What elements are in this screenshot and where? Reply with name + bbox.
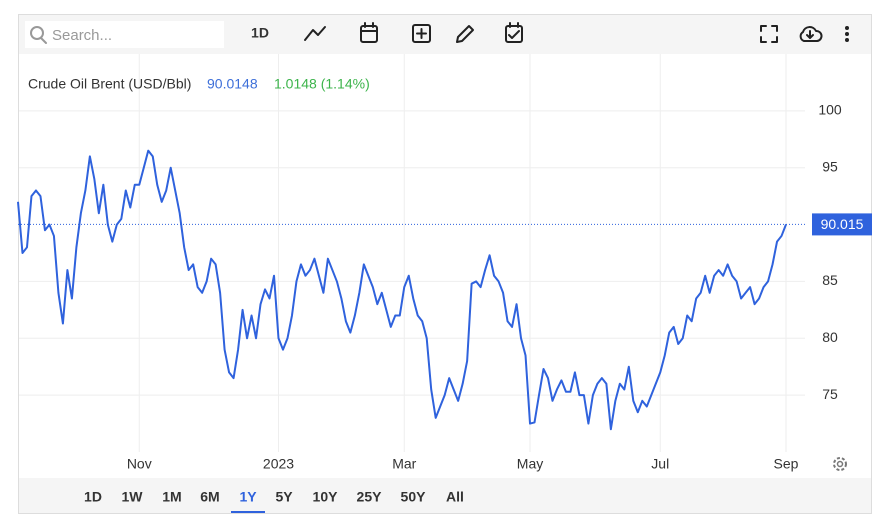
y-tick-label: 85 [822, 272, 838, 288]
range-button[interactable]: 25Y [357, 489, 383, 505]
x-tick-label: Jul [651, 456, 669, 472]
legend-change: 1.0148 (1.14%) [274, 76, 370, 92]
chart-type-icon[interactable] [304, 26, 326, 41]
range-bar [19, 478, 871, 513]
draw-icon[interactable] [456, 25, 474, 43]
menu-icon[interactable] [845, 26, 849, 42]
last-price-label: 90.015 [821, 216, 864, 232]
search-placeholder[interactable]: Search... [52, 27, 112, 44]
x-tick-label: May [517, 456, 543, 472]
price-line [17, 149, 787, 431]
last-price-badge [812, 213, 872, 236]
range-button[interactable]: 5Y [275, 489, 293, 505]
interval-button[interactable]: 1D [251, 25, 269, 41]
y-tick-label: 80 [822, 329, 838, 345]
range-button[interactable]: 1W [122, 489, 144, 505]
range-button[interactable]: 50Y [401, 489, 427, 505]
range-button[interactable]: 10Y [313, 489, 339, 505]
y-tick-label: 100 [818, 102, 842, 118]
search-icon [30, 26, 44, 40]
range-button[interactable]: 1D [84, 489, 102, 505]
legend-last: 90.0148 [207, 76, 258, 92]
events-icon[interactable] [505, 22, 523, 43]
y-tick-label: 95 [822, 158, 838, 174]
calendar-icon[interactable] [360, 22, 378, 43]
add-indicator-icon[interactable] [412, 24, 431, 43]
x-tick-label: Nov [127, 456, 152, 472]
search-icon [40, 37, 47, 44]
range-button[interactable]: 1Y [239, 489, 257, 505]
range-button[interactable]: 1M [162, 489, 181, 505]
settings-icon[interactable] [833, 457, 847, 471]
y-tick-label: 75 [822, 386, 838, 402]
range-button[interactable]: All [446, 489, 464, 505]
x-tick-label: Mar [392, 456, 416, 472]
download-icon[interactable] [799, 26, 823, 42]
search-box[interactable] [25, 21, 224, 48]
x-tick-label: 2023 [263, 456, 294, 472]
legend-name: Crude Oil Brent (USD/Bbl) [28, 76, 191, 92]
fullscreen-icon[interactable] [760, 25, 778, 43]
widget-frame [18, 14, 872, 514]
range-button[interactable]: 6M [200, 489, 219, 505]
x-tick-label: Sep [774, 456, 799, 472]
